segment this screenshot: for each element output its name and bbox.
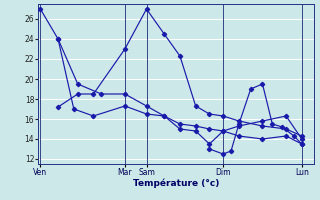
X-axis label: Température (°c): Température (°c)	[133, 179, 219, 188]
